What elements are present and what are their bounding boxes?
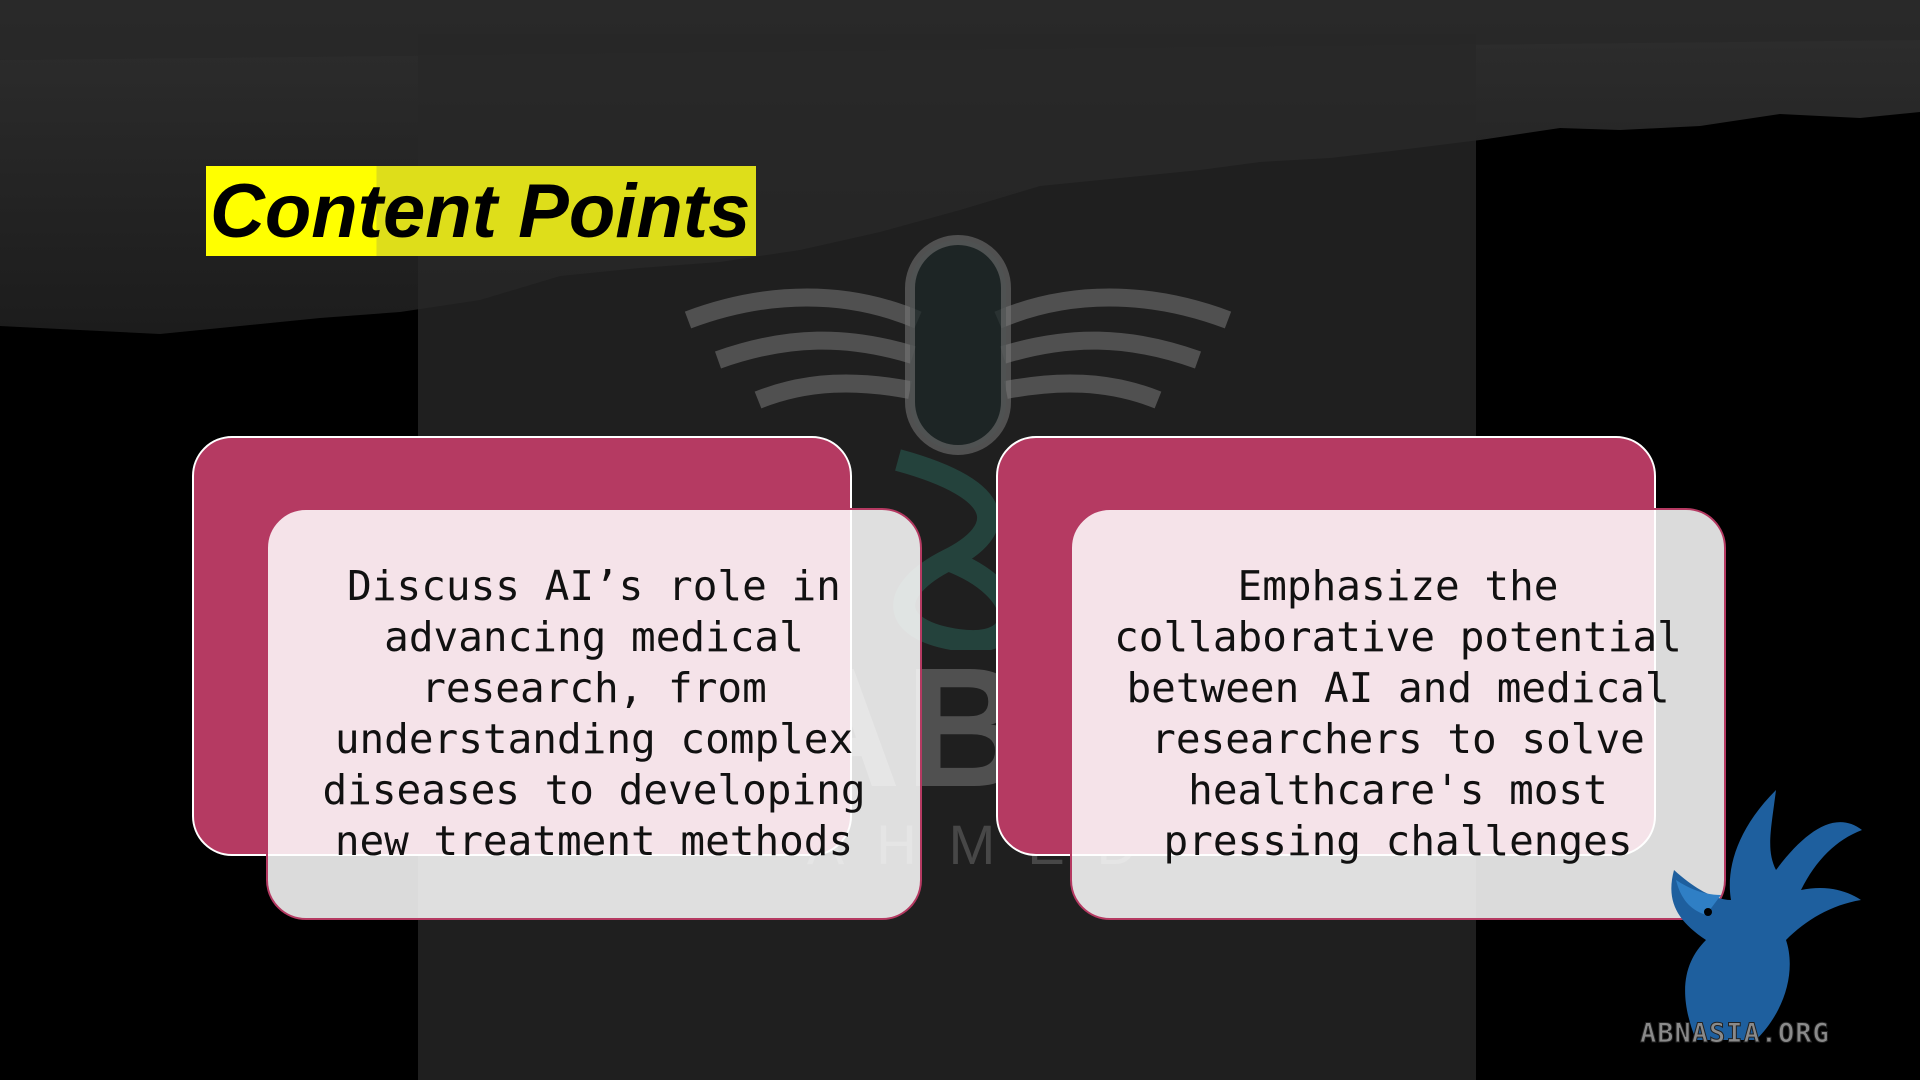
content-card-left: Discuss AI’s role in advancing medical r… <box>266 508 922 920</box>
slide-title: Content Points <box>210 168 751 254</box>
medical-wings-logo <box>684 235 1232 650</box>
corner-logo-text: ABNASIA.ORG <box>1640 1018 1830 1050</box>
title-highlight: Content Points <box>206 166 756 256</box>
content-point-text: Emphasize the collaborative potential be… <box>1114 562 1682 865</box>
griffin-logo <box>1671 790 1862 1040</box>
content-card-right: Emphasize the collaborative potential be… <box>1070 508 1726 920</box>
content-point-text: Discuss AI’s role in advancing medical r… <box>322 562 866 865</box>
